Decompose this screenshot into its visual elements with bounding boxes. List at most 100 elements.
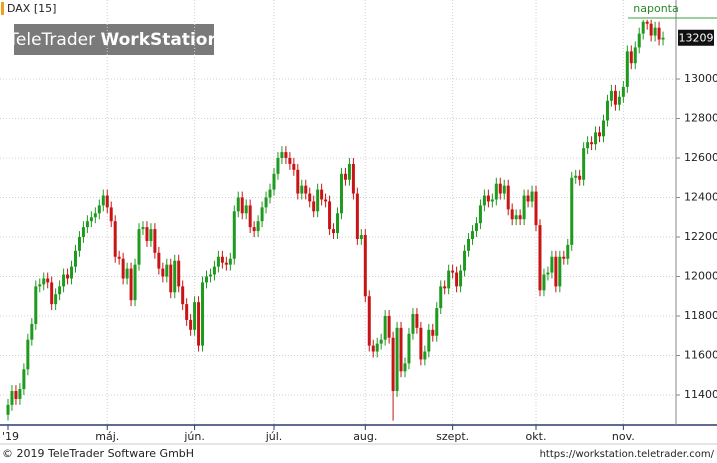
footer-copyright: © 2019 TeleTrader Software GmbH [2, 447, 194, 460]
candle-body [121, 258, 125, 279]
candle-body [264, 197, 268, 208]
candle-body [18, 389, 22, 399]
candle-body [280, 152, 284, 159]
candle-body [590, 142, 594, 145]
candle-body [54, 294, 58, 305]
candle-body [216, 256, 220, 267]
candle-body [574, 175, 578, 178]
candle-body [173, 260, 177, 293]
candle-body [308, 193, 312, 202]
watermark: TeleTrader WorkStation [7, 30, 219, 50]
candle-body [613, 90, 617, 105]
candle-body [530, 191, 534, 202]
candle-body [185, 304, 189, 320]
candle-body [272, 173, 276, 190]
candle-body [387, 315, 391, 338]
candle-body [117, 256, 121, 259]
candle-body [212, 266, 216, 275]
candle-body [50, 282, 54, 305]
candle-body [435, 308, 439, 336]
candle-body [653, 27, 657, 36]
candle-body [371, 345, 375, 352]
y-tick-label: 12200 [684, 230, 717, 243]
candle-body [359, 235, 363, 239]
candle-body [546, 272, 550, 275]
watermark-brand: TeleTrader [7, 30, 95, 50]
candle-body [478, 205, 482, 224]
candle-body [355, 193, 359, 239]
candle-body [506, 185, 510, 210]
candle-body [26, 339, 30, 370]
symbol-label: DAX [15] [7, 2, 56, 15]
candle-body [85, 221, 89, 228]
candle-body [367, 296, 371, 346]
candle-body [14, 391, 18, 399]
candle-body [570, 177, 574, 245]
candle-body [419, 327, 423, 360]
candle-body [232, 211, 236, 259]
x-tick-label: jún. [183, 430, 205, 443]
candle-body [34, 286, 38, 324]
candle-body [304, 185, 308, 194]
candle-body [363, 235, 367, 297]
candle-body [228, 258, 232, 265]
candle-body [463, 250, 467, 271]
candle-body [566, 244, 570, 259]
candle-body [598, 132, 602, 137]
candle-body [256, 221, 260, 232]
candle-body [149, 229, 153, 241]
candle-body [510, 209, 514, 220]
candle-body [383, 315, 387, 340]
candle-body [332, 229, 336, 234]
candle-body [431, 329, 435, 336]
candle-body [324, 199, 328, 202]
candle-body [97, 205, 101, 214]
candle-body [224, 262, 228, 265]
y-tick-label: 11400 [684, 388, 717, 401]
candle-body [129, 268, 133, 301]
watermark-box [14, 24, 214, 55]
candle-body [562, 256, 566, 259]
candle-body [137, 229, 141, 265]
candle-body [30, 323, 34, 340]
last-price-label: 13209 [679, 32, 714, 45]
candle-body [522, 195, 526, 220]
y-tick-label: 11800 [684, 309, 717, 322]
candle-body [320, 189, 324, 200]
candle-body [343, 173, 347, 180]
candle-body [447, 270, 451, 289]
x-tick-label: szept. [436, 430, 469, 443]
candle-body [403, 363, 407, 372]
candle-body [474, 223, 478, 232]
candle-body [470, 231, 474, 239]
x-tick-label: júl. [265, 430, 283, 443]
candle-body [550, 256, 554, 273]
candle-body [296, 169, 300, 194]
candle-body [411, 314, 415, 334]
candle-body [46, 278, 50, 283]
candle-body [602, 120, 605, 137]
candle-body [443, 286, 447, 289]
candle-body [439, 286, 443, 309]
last-price-box [678, 29, 714, 46]
candle-body [252, 227, 256, 232]
candle-body [633, 47, 637, 64]
candle-body [490, 199, 494, 202]
candle-body [300, 185, 304, 194]
candle-body [594, 132, 598, 145]
candle-body [649, 23, 653, 36]
y-tick-label: 12000 [684, 269, 717, 282]
candle-body [312, 201, 316, 212]
candle-body [379, 339, 383, 344]
candle-body [113, 221, 117, 257]
candle-body [81, 227, 85, 238]
candle-body [284, 152, 288, 159]
candle-body [22, 369, 26, 390]
x-tick-label: máj. [95, 430, 119, 443]
candle-body [77, 237, 81, 251]
candle-body [42, 278, 46, 285]
candle-body [244, 205, 248, 214]
candle-body [62, 274, 66, 287]
candle-body [455, 272, 459, 287]
candle-body [236, 197, 240, 212]
